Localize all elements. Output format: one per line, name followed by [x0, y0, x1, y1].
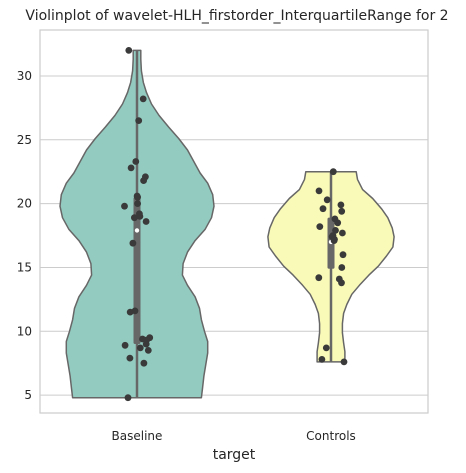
data-point — [129, 239, 137, 247]
data-point — [338, 279, 345, 287]
y-tick-label: 20 — [17, 197, 32, 211]
data-point — [338, 264, 346, 271]
y-tick-label: 5 — [24, 388, 32, 402]
data-point — [339, 229, 346, 237]
y-tick-label: 10 — [17, 324, 32, 338]
x-tick-label: Controls — [306, 429, 356, 443]
x-tick-label: Baseline — [112, 429, 163, 443]
data-point — [135, 117, 143, 124]
x-axis-label: target — [213, 447, 256, 463]
data-point — [121, 202, 128, 210]
data-point — [330, 237, 338, 245]
x-tick-labels: Baseline Controls — [112, 429, 356, 443]
data-point — [126, 308, 134, 316]
data-point — [121, 341, 129, 349]
data-point — [322, 344, 330, 352]
data-point — [323, 196, 331, 204]
data-point — [131, 214, 138, 222]
data-point — [136, 213, 144, 220]
y-tick-label: 25 — [17, 133, 32, 147]
iqr-box-baseline — [133, 197, 141, 345]
data-point — [332, 227, 339, 234]
violin-layer — [59, 49, 395, 399]
data-point — [124, 394, 132, 402]
box-layer — [133, 50, 335, 398]
data-point — [315, 274, 323, 282]
data-point — [144, 347, 152, 354]
data-point — [338, 207, 346, 215]
data-point — [339, 251, 347, 259]
data-point — [126, 354, 134, 362]
median-marker-baseline — [134, 228, 140, 233]
data-point — [329, 168, 337, 176]
data-point — [142, 218, 150, 225]
data-point — [132, 158, 140, 165]
data-point — [334, 219, 342, 227]
point-layer — [121, 47, 348, 402]
data-point — [134, 200, 142, 208]
data-point — [139, 95, 147, 103]
chart-title: Violinplot of wavelet-HLH_firstorder_Int… — [25, 8, 448, 24]
data-point — [127, 164, 135, 172]
data-point — [316, 223, 324, 231]
y-tick-label: 15 — [17, 260, 32, 274]
data-point — [337, 201, 345, 209]
y-tick-labels: 5 10 15 20 25 30 — [17, 69, 32, 402]
data-point — [136, 344, 144, 352]
data-point — [140, 359, 148, 367]
plot-frame — [39, 29, 429, 414]
data-point — [142, 340, 150, 348]
data-point — [140, 177, 148, 185]
data-point — [319, 205, 327, 213]
data-point — [315, 187, 323, 195]
data-point — [134, 193, 142, 201]
data-point — [125, 47, 133, 54]
y-tick-label: 30 — [17, 69, 32, 83]
data-point — [340, 358, 348, 366]
data-point — [318, 356, 326, 363]
